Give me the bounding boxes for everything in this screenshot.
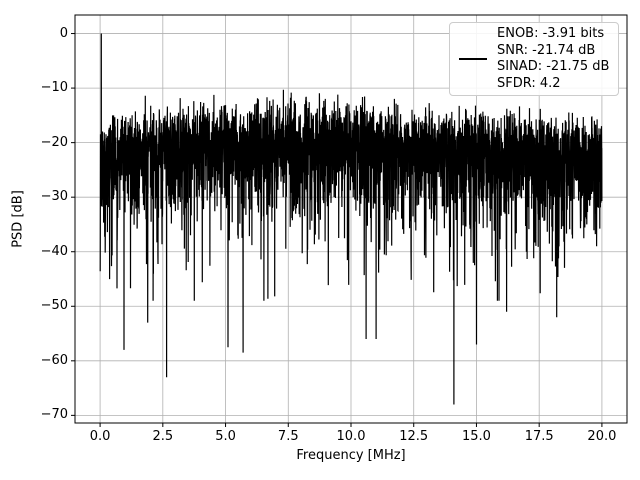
x-tick-label: 5.0 [215,429,236,444]
x-tick-label: 15.0 [461,429,491,444]
legend-entry-line: SFDR: 4.2 [497,75,561,91]
y-tick-label: −10 [40,80,68,96]
x-tick-label: 2.5 [152,429,174,444]
y-tick-label: −30 [40,189,68,205]
y-tick-label: −60 [40,352,68,368]
x-tick-label: 0.0 [89,429,111,444]
noise-trace [99,33,603,405]
legend: ENOB: -3.91 bits SNR: -21.74 dB SINAD: -21… [449,22,620,96]
legend-entry-line: ENOB: -3.91 bits [497,26,605,41]
legend-line-sample [459,58,487,60]
legend-entry-line: SINAD: -21.75 dB [497,59,610,74]
y-tick-label: 0 [59,25,68,41]
x-tick-label: 7.5 [277,429,299,444]
x-tick-label: 12.5 [399,429,429,444]
x-tick-label: 10.0 [336,429,366,444]
legend-text: ENOB: -3.91 bits SNR: -21.74 dB SINAD: -21… [497,26,609,92]
y-tick-label: −70 [40,407,68,423]
y-tick-label: −20 [40,134,68,150]
legend-entry-line: SNR: -21.74 dB [497,42,596,58]
y-tick-label: −40 [40,243,68,259]
x-tick-label: 20.0 [587,429,617,444]
x-axis-label: Frequency [MHz] [296,448,406,463]
x-tick-label: 17.5 [524,429,554,444]
y-tick-label: −50 [40,298,68,314]
